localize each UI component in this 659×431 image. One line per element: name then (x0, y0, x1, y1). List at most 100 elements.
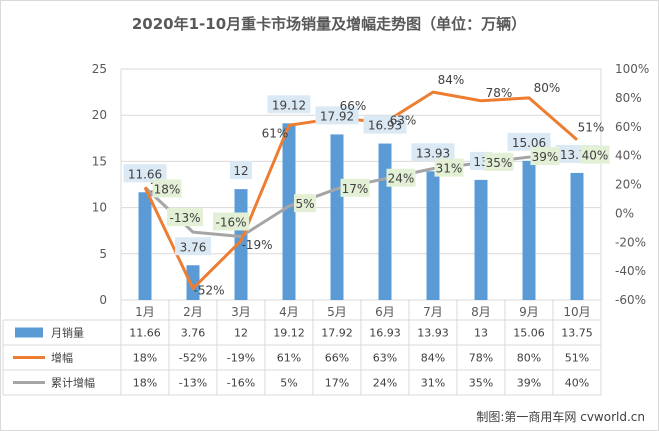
bar-monthly-sales (378, 143, 392, 300)
cumulative-value-label: 24% (388, 172, 415, 186)
growth-value-label: 78% (486, 86, 513, 100)
y-right-tick-label: 100% (615, 62, 649, 76)
cumulative-value-label-bg (213, 212, 249, 231)
table-cell: 78% (469, 352, 493, 365)
table-cell: 63% (373, 352, 397, 365)
growth-value-label: 51% (578, 121, 605, 135)
table-cell: -16% (227, 377, 255, 390)
bar-value-label-bg (267, 95, 311, 114)
growth-value-label: 61% (262, 126, 289, 140)
table-cell: 16.93 (369, 327, 401, 340)
bar-value-label-bg (507, 132, 551, 151)
bar-value-label-bg (175, 237, 211, 256)
cumulative-value-label-bg (167, 208, 203, 227)
table-cell: 39% (517, 377, 541, 390)
y-left-tick-label: 5 (99, 247, 107, 261)
bar-monthly-sales (474, 179, 488, 300)
bar-value-label: 15.06 (512, 136, 546, 150)
table-cell: 13 (474, 327, 488, 340)
table-cell: 5% (280, 377, 297, 390)
cumulative-value-label: 5% (295, 197, 314, 211)
bar-monthly-sales (138, 192, 152, 300)
bar-value-label: 11.66 (128, 167, 162, 181)
category-label: 2月 (183, 305, 203, 319)
category-label: 9月 (519, 305, 539, 319)
cumulative-value-label: 17% (342, 182, 369, 196)
bar-value-label: 19.12 (272, 98, 306, 112)
y-right-tick-label: -60% (615, 293, 646, 307)
cumulative-value-label-bg (530, 147, 560, 166)
bar-value-label-bg (315, 106, 359, 125)
growth-value-label: 80% (534, 81, 561, 95)
bar-value-label-bg (363, 115, 407, 134)
cumulative-value-label: 18% (154, 182, 181, 196)
legend-swatch-bar (15, 327, 43, 338)
bar-value-label-bg (123, 164, 167, 183)
bar-value-label-bg (411, 143, 455, 162)
cumulative-value-label-bg (434, 158, 464, 177)
cumulative-value-label-bg (152, 179, 182, 198)
table-cell: 3.76 (181, 327, 206, 340)
category-label: 7月 (423, 305, 443, 319)
table-cell: -52% (179, 352, 207, 365)
y-left-tick-label: 0 (99, 293, 107, 307)
cumulative-value-label-bg (484, 152, 514, 171)
table-cell: 17.92 (321, 327, 353, 340)
bar-value-label: 3.76 (180, 240, 207, 254)
category-label: 8月 (471, 305, 491, 319)
cumulative-value-label: 31% (436, 162, 463, 176)
table-cell: 11.66 (129, 327, 161, 340)
bar-monthly-sales (330, 134, 344, 300)
table-cell: 18% (133, 377, 157, 390)
legend-series-name: 月销量 (51, 326, 84, 340)
bar-value-label: 17.92 (320, 109, 354, 123)
table-cell: 19.12 (273, 327, 305, 340)
y-left-tick-label: 10 (92, 201, 107, 215)
category-label: 10月 (563, 305, 590, 319)
growth-value-label: -52% (193, 283, 224, 297)
cumulative-value-label-bg (294, 194, 316, 213)
table-cell: 84% (421, 352, 445, 365)
table-cell: 61% (277, 352, 301, 365)
bar-monthly-sales (426, 171, 440, 300)
table-cell: 15.06 (513, 327, 545, 340)
bar-monthly-sales (522, 160, 536, 300)
bar-monthly-sales (570, 172, 584, 300)
category-label: 3月 (231, 305, 251, 319)
growth-value-label: 84% (438, 73, 465, 87)
bar-value-label: 13.93 (416, 146, 450, 160)
legend-series-name: 累计增幅 (51, 376, 95, 390)
legend-series-name: 增幅 (51, 351, 73, 365)
table-cell: 51% (565, 352, 589, 365)
table-cell: -19% (227, 352, 255, 365)
category-label: 6月 (375, 305, 395, 319)
bar-value-label: 16.93 (368, 119, 402, 133)
table-cell: 13.93 (417, 327, 449, 340)
bar-value-label: 12 (233, 164, 248, 178)
table-cell: 18% (133, 352, 157, 365)
cumulative-value-label: -16% (215, 215, 246, 229)
table-cell: 17% (325, 377, 349, 390)
line-monthly-growth (143, 90, 578, 290)
y-right-tick-label: 60% (615, 120, 642, 134)
credit-text: 制图:第一商用车网 cvworld.cn (476, 409, 645, 424)
bar-monthly-sales (186, 265, 200, 300)
y-right-tick-label: 80% (615, 91, 642, 105)
cumulative-value-label: 39% (532, 150, 559, 164)
category-label: 4月 (279, 305, 299, 319)
table-cell: 40% (565, 377, 589, 390)
chart-title: 2020年1-10月重卡市场销量及增幅走势图（单位：万辆） (132, 15, 526, 33)
category-label: 5月 (327, 305, 347, 319)
table-cell: 80% (517, 352, 541, 365)
y-left-tick-label: 25 (92, 62, 107, 76)
y-left-tick-label: 15 (92, 154, 107, 168)
cumulative-value-label-bg (386, 168, 416, 187)
y-right-tick-label: -20% (615, 235, 646, 249)
cumulative-value-label-bg (340, 178, 370, 197)
bar-value-label-bg (230, 161, 252, 180)
y-right-tick-label: -40% (615, 264, 646, 278)
table-cell: 35% (469, 377, 493, 390)
bar-monthly-sales (282, 123, 296, 300)
